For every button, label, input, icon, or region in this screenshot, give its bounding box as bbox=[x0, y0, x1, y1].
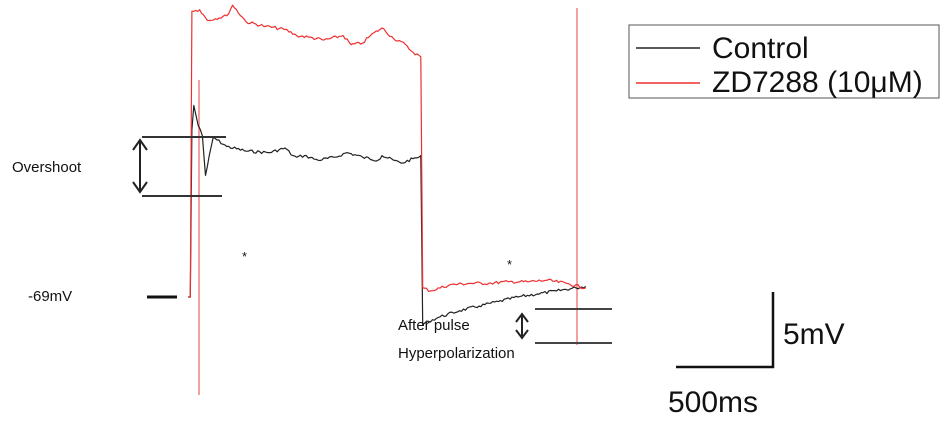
afterpulse-label-line2: Hyperpolarization bbox=[398, 345, 515, 362]
traces-group bbox=[188, 4, 587, 325]
scalebar-x-label: 500ms bbox=[668, 386, 758, 419]
series-line-control bbox=[188, 104, 587, 325]
scalebar-y-label: 5mV bbox=[783, 318, 845, 351]
afterpulse-bracket bbox=[515, 308, 612, 344]
overshoot-label: Overshoot bbox=[12, 159, 82, 176]
legend-label-zd7288: ZD7288 (10μM) bbox=[712, 66, 923, 99]
asterisk-1: * bbox=[242, 249, 247, 264]
legend: Control ZD7288 (10μM) bbox=[628, 24, 940, 99]
afterpulse-label-line1: After pulse bbox=[398, 317, 470, 334]
legend-label-control: Control bbox=[712, 32, 809, 65]
asterisk-2: * bbox=[507, 257, 512, 272]
scale-bar bbox=[676, 292, 775, 369]
baseline-label: -69mV bbox=[28, 288, 72, 305]
series-line-zd7288 bbox=[188, 4, 586, 298]
overshoot-bracket bbox=[132, 136, 226, 197]
